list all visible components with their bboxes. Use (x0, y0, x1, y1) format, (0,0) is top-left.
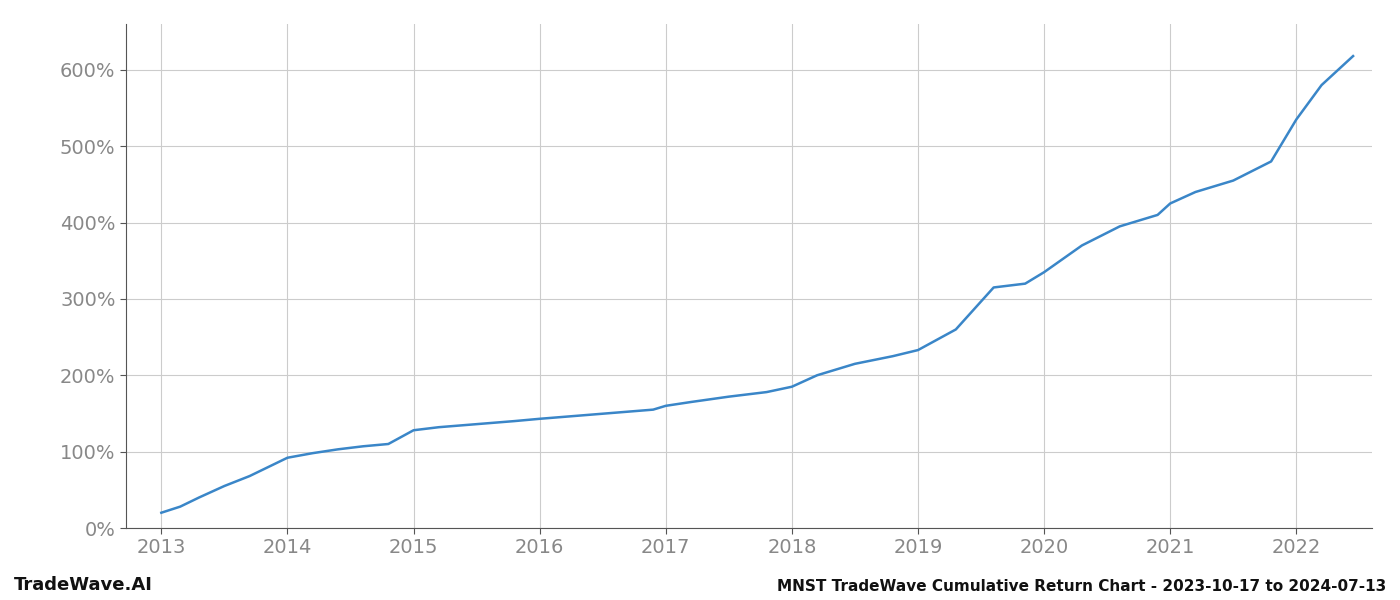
Text: TradeWave.AI: TradeWave.AI (14, 576, 153, 594)
Text: MNST TradeWave Cumulative Return Chart - 2023-10-17 to 2024-07-13: MNST TradeWave Cumulative Return Chart -… (777, 579, 1386, 594)
